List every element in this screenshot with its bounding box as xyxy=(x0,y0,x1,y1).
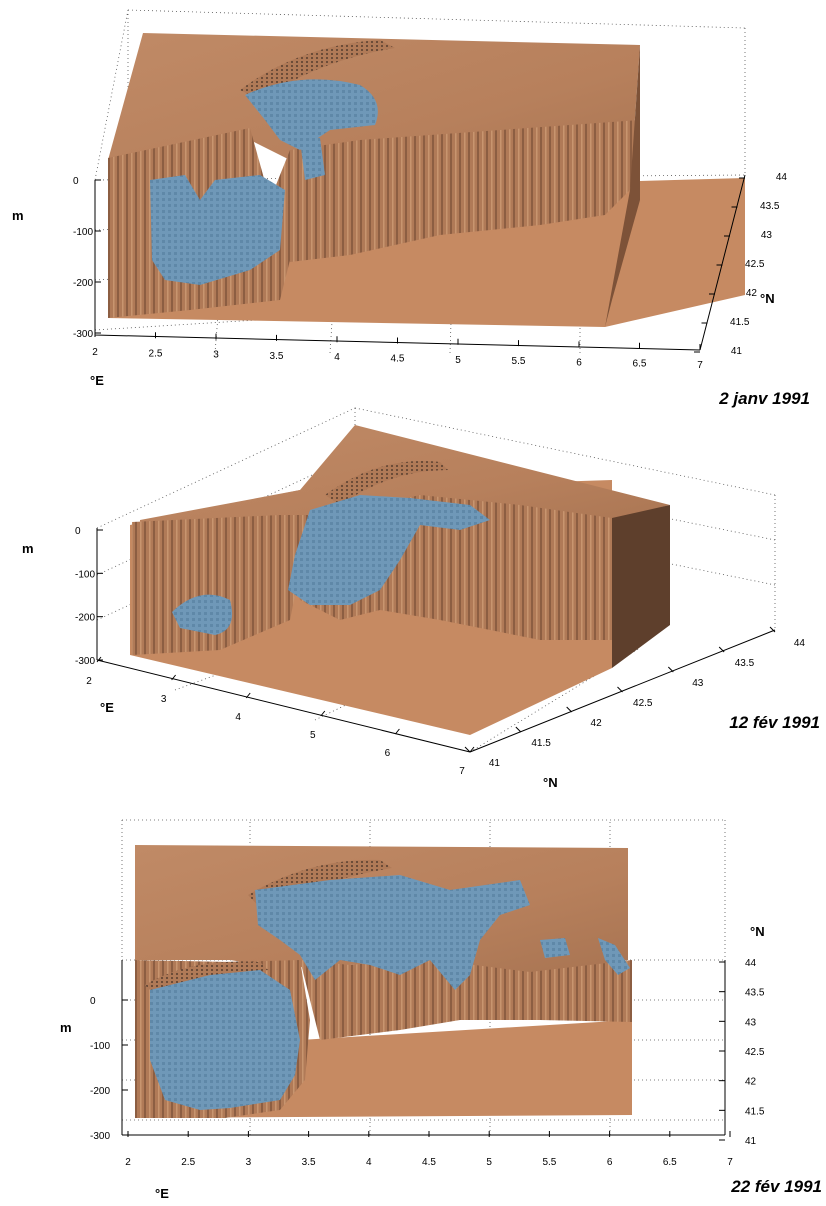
panel-3-x-tick-label: 7 xyxy=(727,1157,733,1168)
panel-2-y-tick-mark xyxy=(515,726,522,733)
panel-3-y-tick-label: 43 xyxy=(745,1017,757,1028)
panel-3-z-tick-label: 0 xyxy=(90,996,96,1007)
panel-1-z-tick-label: -200 xyxy=(73,278,93,289)
panel-2-y-tick-mark xyxy=(566,706,573,713)
panel-1-x-tick-label: 5.5 xyxy=(512,356,526,367)
panel-2-zlabel: m xyxy=(22,541,34,556)
panel-1-y-tick-label: 41 xyxy=(731,346,743,357)
panel-1-x-tick-label: 5 xyxy=(455,355,461,366)
panel-1-y-tick-label: 42.5 xyxy=(745,259,765,270)
panel-1-xlabel: °E xyxy=(90,373,104,388)
panel-3-x-tick-label: 6.5 xyxy=(663,1157,677,1168)
panel-1: 0 -100 -200 -300 2 2.5 3 3.5 4 4.5 5 5.5 6 6.5 7 41 41… xyxy=(12,9,810,408)
panel-1-y-tick-label: 42 xyxy=(746,288,758,299)
panel-3-y-tick-label: 42 xyxy=(745,1077,757,1088)
panel-1-x-tick-label: 6 xyxy=(576,357,582,368)
panel-1-y-tick-label: 43 xyxy=(761,230,773,241)
panel-1-x-tick-label: 4 xyxy=(334,352,340,363)
panel-1-y-tick-label: 43.5 xyxy=(760,201,780,212)
panel-2-y-tick-mark xyxy=(769,626,776,633)
panel-2-xlabel: °E xyxy=(100,700,114,715)
panel-1-y-tick-label: 41.5 xyxy=(730,317,750,328)
panel-3-zlabel: m xyxy=(60,1020,72,1035)
panel-1-y-tick-label: 44 xyxy=(776,172,788,183)
panel-3-xlabel: °E xyxy=(155,1186,169,1201)
panel-2-y-tick-label: 41.5 xyxy=(531,738,551,749)
panel-3-z-tick-label: -300 xyxy=(90,1131,110,1142)
panel-2-y-tick-mark xyxy=(617,686,623,693)
panel-3-x-tick-label: 5.5 xyxy=(542,1157,556,1168)
panel-3-ylabel: °N xyxy=(750,924,765,939)
panel-3-x-tick-label: 6 xyxy=(607,1157,613,1168)
panel-3-y-tick-label: 41.5 xyxy=(745,1106,765,1117)
panel-2-x-tick-mark xyxy=(96,656,102,663)
panel-2-date: 12 fév 1991 xyxy=(729,713,820,732)
panel-2-y-tick-label: 43 xyxy=(692,678,704,689)
panel-2-z-tick-label: -200 xyxy=(75,613,95,624)
panel-2-y-tick-label: 44 xyxy=(794,638,806,649)
panel-2-x-tick-label: 5 xyxy=(310,730,316,741)
panel-2: 0 -100 -200 -300 2 3 4 5 6 7 41 41.5 42 42.5 43 43.5 4… xyxy=(22,407,820,790)
panel-3-z-tick-label: -100 xyxy=(90,1041,110,1052)
panel-3-x-tick-label: 4.5 xyxy=(422,1157,436,1168)
panel-2-y-tick-label: 43.5 xyxy=(735,658,755,669)
panel-1-z-tick-label: -100 xyxy=(73,227,93,238)
panel-2-x-tick-label: 2 xyxy=(86,676,92,687)
panel-1-x-tick-label: 7 xyxy=(697,360,703,371)
panel-2-x-tick-mark xyxy=(469,746,475,753)
panel-1-x-tick-label: 2.5 xyxy=(149,348,163,359)
panel-3-z-tick-label: -200 xyxy=(90,1086,110,1097)
panel-1-x-tick-label: 4.5 xyxy=(391,354,405,365)
panel-3-x-tick-label: 3 xyxy=(246,1157,252,1168)
panel-2-y-tick-label: 42.5 xyxy=(633,698,653,709)
panel-2-x-tick-mark xyxy=(245,692,251,699)
panel-1-z-tick-label: -300 xyxy=(73,329,93,340)
panel-3-x-tick-label: 2.5 xyxy=(181,1157,195,1168)
panel-3: 0 -100 -200 -300 2 2.5 3 3.5 4 4.5 5 5.5 6 6.5 7 41 41… xyxy=(60,819,822,1201)
panel-2-y-tick-label: 42 xyxy=(591,718,603,729)
panel-1-date: 2 janv 1991 xyxy=(718,389,810,408)
panel-1-z-tick-label: 0 xyxy=(73,176,79,187)
panel-3-x-tick-label: 3.5 xyxy=(302,1157,316,1168)
panel-2-ylabel: °N xyxy=(543,775,558,790)
panel-2-z-tick-label: -100 xyxy=(75,569,95,580)
panel-2-x-tick-mark xyxy=(171,674,176,681)
panel-3-x-tick-label: 4 xyxy=(366,1157,372,1168)
panel-2-x-tick-mark xyxy=(320,710,326,717)
panel-2-y-tick-mark xyxy=(667,666,674,673)
panel-1-x-tick-label: 6.5 xyxy=(633,359,647,370)
panel-2-z-tick-label: -300 xyxy=(75,656,95,667)
panel-1-x-tick-label: 3 xyxy=(213,350,219,361)
panel-1-ylabel: °N xyxy=(760,291,775,306)
panel-3-date: 22 fév 1991 xyxy=(730,1177,822,1196)
panel-3-y-tick-label: 42.5 xyxy=(745,1047,765,1058)
panel-3-y-tick-label: 44 xyxy=(745,958,757,969)
panel-3-x-tick-label: 5 xyxy=(486,1157,492,1168)
panel-2-x-tick-label: 6 xyxy=(385,748,391,759)
panel-2-y-tick-mark xyxy=(718,646,725,653)
panel-3-y-tick-label: 41 xyxy=(745,1136,757,1147)
panel-3-x-tick-label: 2 xyxy=(125,1157,131,1168)
panel-1-zlabel: m xyxy=(12,208,24,223)
panel-2-x-tick-label: 3 xyxy=(161,694,167,705)
panel-3-y-tick-label: 43.5 xyxy=(745,988,765,999)
panel-2-x-tick-label: 7 xyxy=(459,766,465,777)
panel-2-y-tick-mark xyxy=(464,746,471,753)
panel-1-x-tick-label: 3.5 xyxy=(270,351,284,362)
panel-2-x-tick-mark xyxy=(395,728,400,735)
panel-2-x-tick-label: 4 xyxy=(235,712,241,723)
panel-2-y-tick-label: 41 xyxy=(489,758,501,769)
panel-1-x-tick-label: 2 xyxy=(92,347,98,358)
panel-2-z-tick-label: 0 xyxy=(75,526,81,537)
